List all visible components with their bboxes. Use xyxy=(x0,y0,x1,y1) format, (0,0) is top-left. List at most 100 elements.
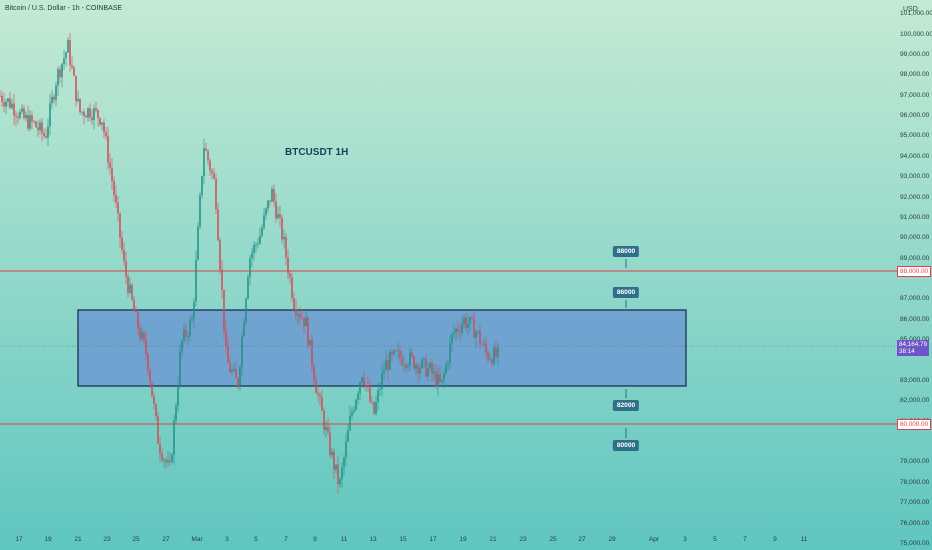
y-tick-label: 96,000.00 xyxy=(900,112,930,120)
current-price-value: 84,164.79 xyxy=(899,341,928,348)
candle-body xyxy=(13,103,15,116)
candle-body xyxy=(75,75,77,102)
x-tick-label: 11 xyxy=(800,536,808,543)
candle-body xyxy=(363,377,365,386)
candle-body xyxy=(179,351,181,386)
candle-body xyxy=(189,320,191,337)
candle-body xyxy=(447,362,449,365)
x-tick-label: 23 xyxy=(519,536,527,543)
y-tick-label: 78,000.00 xyxy=(900,478,930,486)
candle-body xyxy=(151,382,153,397)
candle-body xyxy=(177,385,179,407)
candle-body xyxy=(65,52,67,59)
candle-body xyxy=(327,427,329,433)
candle-body xyxy=(333,451,335,470)
candle-body xyxy=(49,103,51,127)
candle-body xyxy=(113,180,115,195)
candle-body xyxy=(139,328,141,339)
candle-body xyxy=(389,352,391,370)
candle-body xyxy=(495,347,497,357)
candle-body xyxy=(63,58,65,64)
level-label-88000[interactable]: 88000 xyxy=(612,246,640,257)
candle-body xyxy=(273,188,275,202)
candle-body xyxy=(149,370,151,383)
candle-body xyxy=(253,244,255,253)
x-tick-label: 3 xyxy=(225,536,229,543)
x-tick-label: 21 xyxy=(489,536,497,543)
candle-body xyxy=(115,194,117,203)
candle-body xyxy=(195,259,197,302)
candle-body xyxy=(481,343,483,345)
x-tick-label: 17 xyxy=(429,536,437,543)
candle-body xyxy=(381,372,383,389)
x-tick-label: 11 xyxy=(340,536,348,543)
candle-body xyxy=(373,402,375,414)
candle-body xyxy=(257,243,259,245)
candle-body xyxy=(59,69,61,78)
candle-body xyxy=(339,479,341,485)
y-tick-label: 77,000.00 xyxy=(900,499,930,507)
candle-body xyxy=(155,403,157,417)
candle-body xyxy=(277,214,279,219)
x-tick-label: Apr xyxy=(648,536,660,543)
candle-body xyxy=(445,364,447,374)
level-label-82000[interactable]: 82000 xyxy=(612,400,640,411)
candle-body xyxy=(315,380,317,394)
candle-body xyxy=(27,114,29,129)
y-tick-label: 87,000.00 xyxy=(900,295,930,303)
candle-body xyxy=(47,126,49,138)
candle-body xyxy=(55,85,57,100)
candle-body xyxy=(313,366,315,381)
candle-body xyxy=(21,108,23,112)
candle-body xyxy=(235,368,237,379)
y-tick-label: 75,000.00 xyxy=(900,539,930,547)
candle-body xyxy=(365,385,367,387)
candle-body xyxy=(249,258,251,277)
candle-body xyxy=(379,388,381,391)
candle-body xyxy=(409,352,411,366)
candle-body xyxy=(279,214,281,218)
y-tick-label: 82,000.00 xyxy=(900,397,930,405)
candle-body xyxy=(111,167,113,181)
candle-body xyxy=(263,215,265,228)
candle-body xyxy=(141,332,143,339)
candle-body xyxy=(43,133,45,137)
candle-body xyxy=(37,127,39,131)
candle-body xyxy=(341,467,343,480)
candle-body xyxy=(293,297,295,310)
candle-body xyxy=(413,356,415,369)
candle-body xyxy=(83,111,85,117)
candle-body xyxy=(241,336,243,368)
candle-body xyxy=(451,333,453,344)
candle-body xyxy=(459,331,461,333)
chart-title: BTCUSDT 1H xyxy=(285,147,349,158)
candle-body xyxy=(227,345,229,363)
candle-body xyxy=(187,336,189,338)
candle-body xyxy=(109,162,111,168)
candle-body xyxy=(25,114,27,119)
candle-body xyxy=(107,136,109,163)
candle-body xyxy=(123,249,125,261)
x-tick-label: 25 xyxy=(132,536,140,543)
candle-body xyxy=(323,410,325,430)
level-label-86000[interactable]: 86000 xyxy=(612,287,640,298)
candle-body xyxy=(353,409,355,412)
candle-body xyxy=(299,314,301,318)
candle-body xyxy=(163,459,165,461)
x-tick-label: 17 xyxy=(15,536,23,543)
level-label-80000[interactable]: 80000 xyxy=(612,440,640,451)
candle-body xyxy=(125,260,127,277)
candle-body xyxy=(103,122,105,133)
candle-body xyxy=(237,378,239,387)
candle-body xyxy=(369,387,371,402)
y-tick-label: 89,000.00 xyxy=(900,254,930,262)
candle-body xyxy=(97,109,99,118)
y-tick-label: 97,000.00 xyxy=(900,91,930,99)
x-tick-label: 21 xyxy=(74,536,82,543)
candle-body xyxy=(89,108,91,118)
candle-body xyxy=(217,209,219,241)
candle-body xyxy=(95,108,97,110)
candle-body xyxy=(321,396,323,411)
